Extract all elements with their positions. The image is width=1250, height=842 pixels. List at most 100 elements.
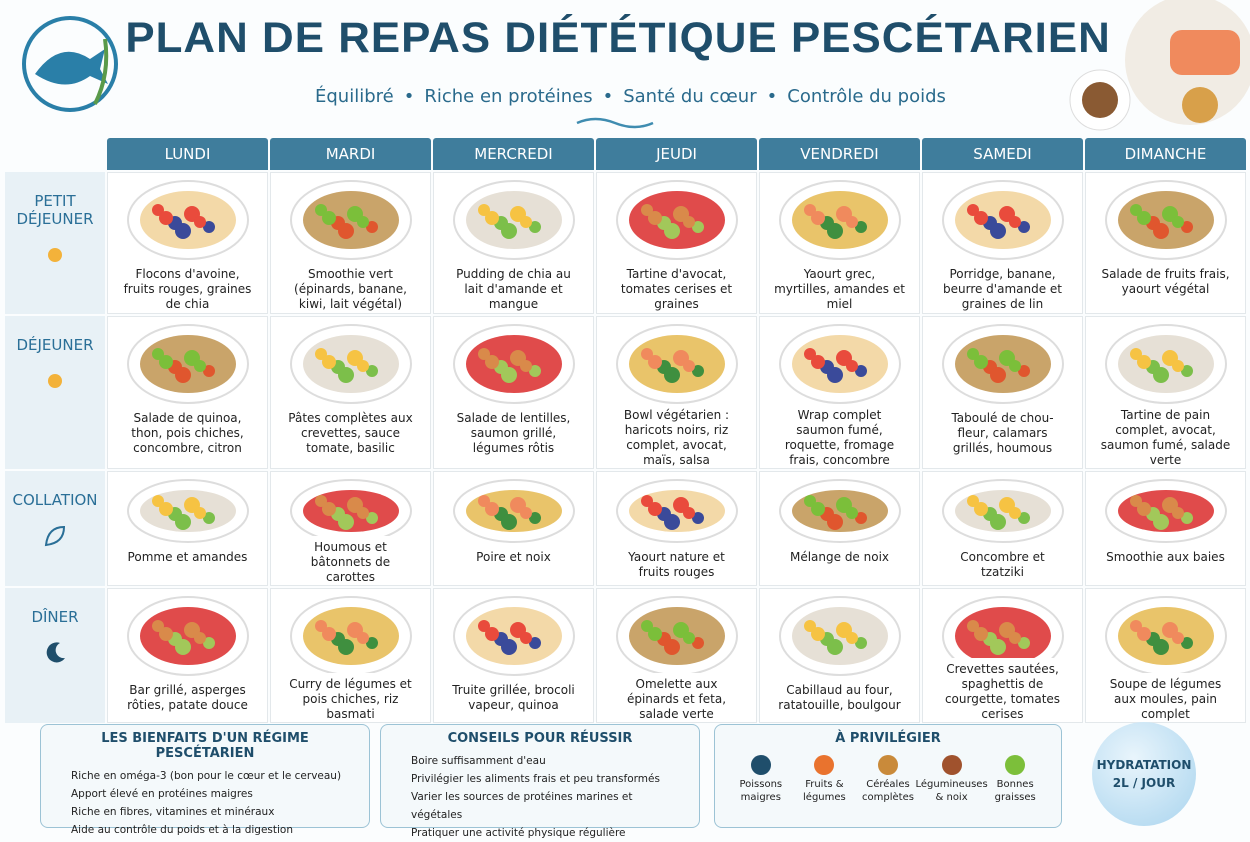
meal-label: DÎNER	[5, 588, 105, 723]
meal-text: Crevettes sautées, spaghettis de courget…	[944, 662, 1061, 721]
corner	[5, 138, 105, 170]
meal-cell: Wrap complet saumon fumé, roquette, from…	[759, 316, 920, 469]
meal-label: DÉJEUNER	[5, 316, 105, 469]
meal-text: Curry de légumes et pois chiches, riz ba…	[289, 677, 412, 721]
favor-item: Légumineuses & noix	[916, 752, 988, 804]
meal-text: Wrap complet saumon fumé, roquette, from…	[784, 408, 895, 467]
hydration-title: HYDRATATION	[1096, 758, 1192, 772]
panel-item: Apport élevé en protéines maigres	[71, 788, 253, 800]
day-header: DIMANCHE	[1085, 138, 1246, 170]
meal-cell: Salade de quinoa, thon, pois chiches, co…	[107, 316, 268, 469]
food-image	[289, 324, 412, 404]
meal-cell: Smoothie vert (épinards, banane, kiwi, l…	[270, 172, 431, 314]
meal-icon	[48, 248, 62, 262]
day-header: VENDREDI	[759, 138, 920, 170]
meal-cell: Pâtes complètes aux crevettes, sauce tom…	[270, 316, 431, 469]
meal-name: DÎNER	[31, 608, 79, 626]
food-image	[126, 324, 249, 404]
favor-icon	[750, 755, 771, 775]
meal-cell: Soupe de légumes aux moules, pain comple…	[1085, 588, 1246, 723]
food-image	[126, 180, 249, 260]
food-image	[615, 596, 738, 673]
food-image	[941, 596, 1064, 658]
meal-cell: Houmous et bâtonnets de carottes	[270, 471, 431, 586]
panel-item: Boire suffisamment d'eau	[411, 755, 546, 767]
meal-text: Porridge, banane, beurre d'amande et gra…	[942, 267, 1062, 311]
favor-label: Fruits & légumes	[803, 779, 846, 803]
day-header: SAMEDI	[922, 138, 1083, 170]
food-image	[289, 479, 412, 536]
panel-title: LES BIENFAITS D'UN RÉGIME PESCÉTARIEN	[101, 731, 309, 761]
meal-text: Pudding de chia au lait d'amande et mang…	[456, 267, 571, 311]
favor-icon	[814, 755, 835, 775]
meal-text: Truite grillée, brocoli vapeur, quinoa	[452, 683, 575, 712]
food-image	[289, 596, 412, 673]
panel-list: Riche en oméga-3 (bon pour le cœur et le…	[55, 767, 355, 839]
meal-name: COLLATION	[12, 491, 98, 509]
meal-text: Bowl végétarien : haricots noirs, riz co…	[623, 408, 730, 467]
meal-text: Omelette aux épinards et feta, salade ve…	[626, 677, 727, 721]
panel-title: À PRIVILÉGIER	[835, 731, 941, 746]
favor-label: Bonnes graisses	[994, 779, 1036, 803]
food-image	[941, 479, 1064, 543]
panel-item: Riche en fibres, vitamines et minéraux	[71, 806, 275, 818]
panel-title: CONSEILS POUR RÉUSSIR	[447, 731, 633, 746]
favor-item: Bonnes graisses	[984, 752, 1046, 804]
meal-text: Smoothie aux baies	[1106, 550, 1225, 564]
hydration-amount: 2L / JOUR	[1112, 776, 1176, 790]
meal-text: Yaourt grec, myrtilles, amandes et miel	[774, 267, 905, 311]
meal-cell: Smoothie aux baies	[1085, 471, 1246, 586]
food-image	[289, 180, 412, 260]
meal-icon	[44, 525, 66, 547]
meal-icon	[48, 374, 62, 388]
favor-label: Poissons maigres	[739, 779, 783, 803]
meal-text: Cabillaud au four, ratatouille, boulgour	[778, 683, 901, 712]
meal-cell: Salade de lentilles, saumon grillé, légu…	[433, 316, 594, 469]
panel-item: Pratiquer une activité physique régulièr…	[411, 827, 626, 839]
food-image	[1104, 324, 1227, 404]
panel-list: Boire suffisamment d'eau Privilégier les …	[395, 752, 685, 842]
meal-text: Flocons d'avoine, fruits rouges, graines…	[123, 267, 252, 311]
meal-cell: Bowl végétarien : haricots noirs, riz co…	[596, 316, 757, 469]
food-image	[1104, 596, 1227, 673]
meal-cell: Taboulé de chou-fleur, calamars grillés,…	[922, 316, 1083, 469]
meal-cell: Cabillaud au four, ratatouille, boulgour	[759, 588, 920, 723]
meal-text: Pomme et amandes	[127, 550, 248, 564]
meal-text: Salade de fruits frais, yaourt végétal	[1101, 267, 1230, 296]
meal-cell: Pomme et amandes	[107, 471, 268, 586]
meal-label: COLLATION	[5, 471, 105, 586]
meal-text: Houmous et bâtonnets de carottes	[310, 540, 391, 584]
food-image	[452, 596, 575, 676]
meal-cell: Curry de légumes et pois chiches, riz ba…	[270, 588, 431, 723]
meal-cell: Tartine d'avocat, tomates cerises et gra…	[596, 172, 757, 314]
logo	[22, 16, 118, 112]
meal-cell: Omelette aux épinards et feta, salade ve…	[596, 588, 757, 723]
meal-text: Salade de lentilles, saumon grillé, légu…	[456, 411, 571, 455]
meal-name: PETIT DÉJEUNER	[16, 192, 94, 228]
food-image	[615, 324, 738, 404]
favor-icon	[877, 755, 898, 775]
day-header: JEUDI	[596, 138, 757, 170]
meal-cell: Yaourt grec, myrtilles, amandes et miel	[759, 172, 920, 314]
meal-text: Concombre et tzatziki	[960, 550, 1045, 579]
meal-cell: Poire et noix	[433, 471, 594, 586]
food-image	[941, 324, 1064, 404]
meal-text: Smoothie vert (épinards, banane, kiwi, l…	[294, 267, 407, 311]
food-image	[126, 479, 249, 543]
meal-table: LUNDI MARDI MERCREDI JEUDI VENDREDI SAMEDI DIM…	[5, 138, 1246, 723]
meal-text: Taboulé de chou-fleur, calamars grillés,…	[951, 411, 1054, 455]
meal-cell: Crevettes sautées, spaghettis de courget…	[922, 588, 1083, 723]
meal-cell: Porridge, banane, beurre d'amande et gra…	[922, 172, 1083, 314]
day-header: MERCREDI	[433, 138, 594, 170]
food-image	[452, 479, 575, 543]
favor-label: Céréales complètes	[862, 779, 914, 803]
meal-cell: Salade de fruits frais, yaourt végétal	[1085, 172, 1246, 314]
panel-item: Aide au contrôle du poids et à la digest…	[71, 824, 293, 836]
meal-icon	[46, 642, 65, 663]
food-image	[615, 479, 738, 543]
panel-item: Privilégier les aliments frais et peu tr…	[411, 773, 660, 785]
meal-text: Tartine de pain complet, avocat, saumon …	[1100, 408, 1231, 467]
food-image	[452, 324, 575, 404]
subtitle-item: Équilibré	[315, 86, 394, 107]
